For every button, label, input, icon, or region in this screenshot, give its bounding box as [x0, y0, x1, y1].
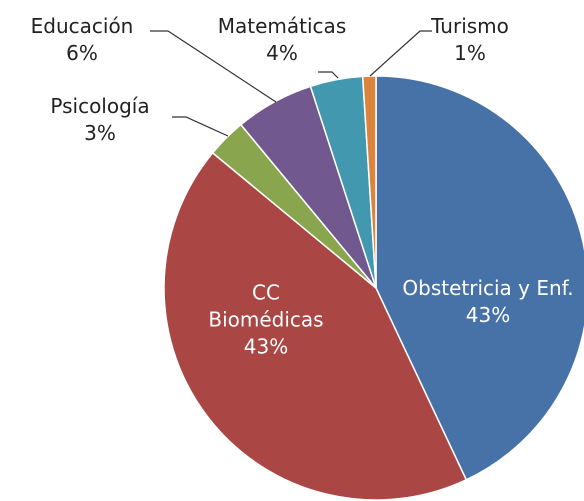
- pie-slice: [361, 75, 377, 289]
- value-label: 3%: [84, 121, 116, 145]
- category-label: CC Biomédicas: [208, 280, 324, 332]
- leader-line: [172, 116, 229, 137]
- value-label: 6%: [66, 41, 98, 65]
- slice-label: Turismo 1%: [370, 13, 570, 67]
- category-label: Matemáticas: [217, 14, 347, 38]
- slice-label: Psicología 3%: [0, 93, 200, 147]
- leader-line: [369, 30, 432, 77]
- leader-line: [150, 30, 277, 103]
- value-label: 1%: [454, 41, 486, 65]
- category-label: Turismo: [431, 14, 509, 38]
- slice-label: CC Biomédicas 43%: [201, 280, 331, 361]
- value-label: 4%: [266, 41, 298, 65]
- leader-line: [318, 71, 339, 79]
- category-label: Educación: [30, 14, 134, 38]
- category-label: Obstetricia y Enf.: [402, 276, 574, 300]
- pie-slice: [163, 151, 468, 501]
- slice-label: Obstetricia y Enf. 43%: [393, 275, 583, 329]
- value-label: 43%: [243, 334, 289, 359]
- slice-label: Matemáticas 4%: [182, 13, 382, 67]
- value-label: 43%: [465, 303, 511, 327]
- pie-slice: [375, 75, 584, 481]
- category-label: Psicología: [50, 94, 150, 118]
- slice-label: Educación 6%: [0, 13, 182, 67]
